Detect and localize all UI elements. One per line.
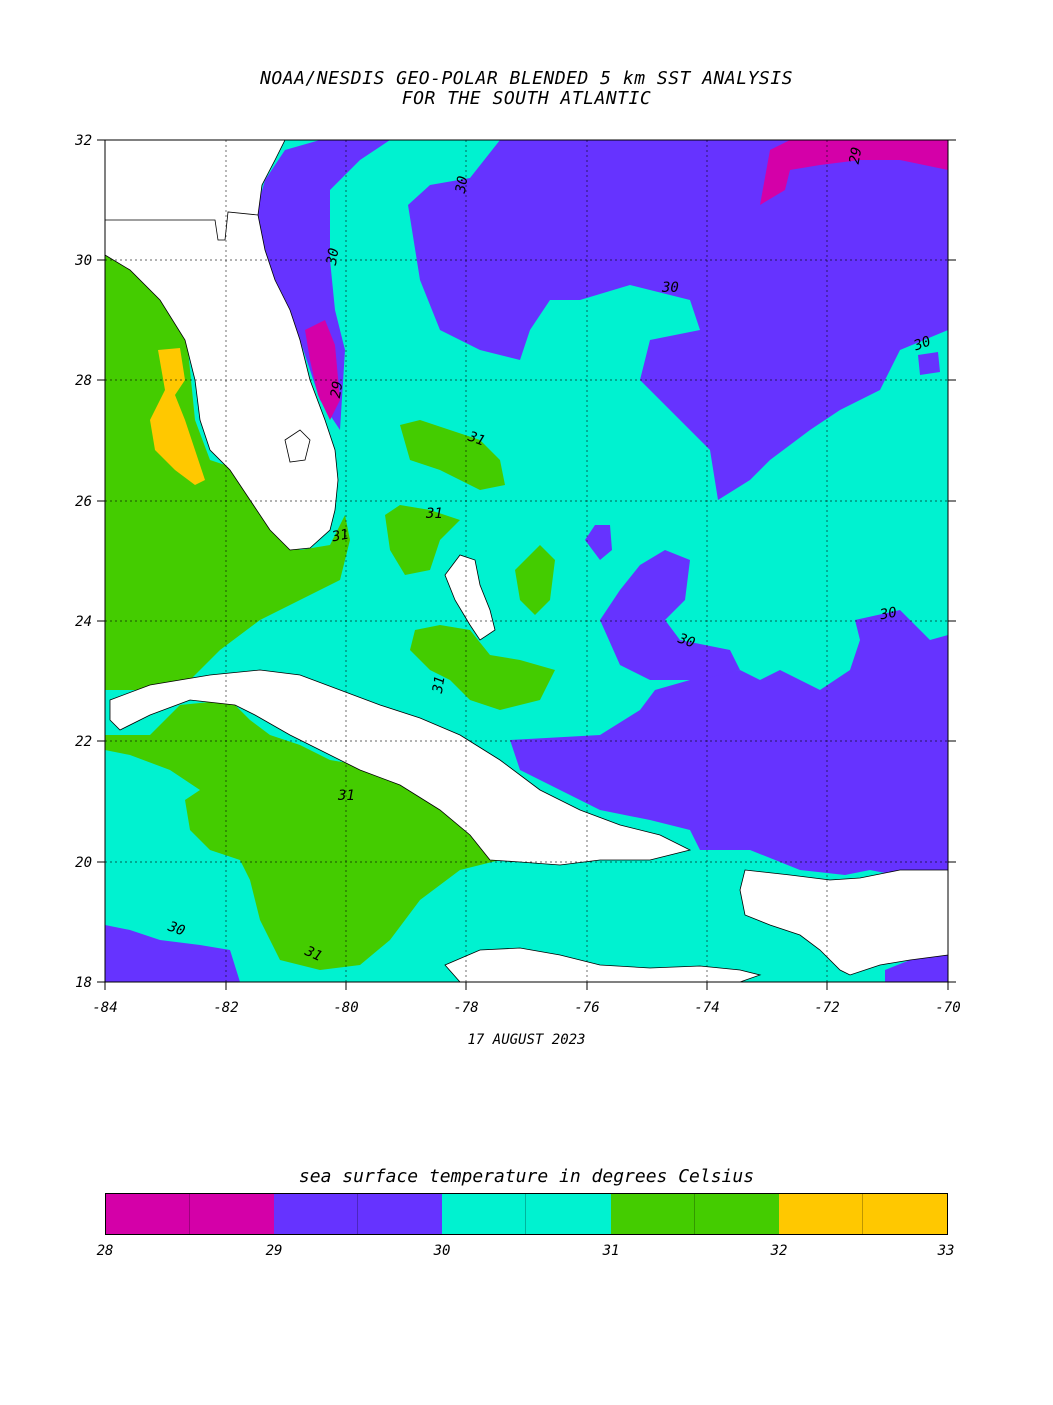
colorbar-tick-label: 29	[265, 1243, 283, 1259]
contour-label: 30	[675, 630, 697, 651]
colorbar-cell-31-32	[694, 1194, 779, 1234]
map-title-line2: FOR THE SOUTH ATLANTIC	[401, 88, 652, 109]
contour-label: 31	[301, 943, 324, 965]
sst-region-29-30-florida-coast	[255, 140, 390, 430]
contour-label: 31	[465, 428, 487, 449]
sst-region-31-32-cuba-north	[105, 700, 500, 970]
colorbar-tick-label: 28	[96, 1243, 114, 1259]
contour-label: 30	[165, 918, 187, 939]
lat-tick-label: 30	[74, 253, 92, 269]
colorbar-cell-29-30	[274, 1194, 359, 1234]
lon-tick-label: -80	[333, 1000, 358, 1016]
colorbar-tick-label: 31	[602, 1243, 620, 1259]
sst-region-31-32-bahamas-4	[515, 545, 555, 615]
lat-tick-label: 24	[75, 614, 92, 630]
contour-label: 31	[425, 506, 443, 522]
contour-label: 30	[878, 605, 898, 624]
colorbar-cell-32-33	[862, 1194, 947, 1234]
sst-region-31-32-bahamas-2	[385, 505, 460, 575]
colorbar-cell-30-31	[526, 1194, 611, 1234]
contour-label: 31	[330, 527, 350, 546]
lat-tick-label: 22	[75, 734, 92, 750]
sst-region-29-30-southeast-corner	[885, 955, 948, 982]
colorbar	[105, 1193, 948, 1235]
contour-label: 30	[661, 280, 679, 296]
sst-region-31-32-bahamas-3	[410, 625, 555, 710]
contour-label: 30	[324, 247, 343, 267]
lat-tick-label: 20	[75, 855, 92, 871]
lon-tick-label: -72	[814, 1000, 839, 1016]
colorbar-cell-31-32	[610, 1194, 695, 1234]
lon-tick-label: -82	[213, 1000, 238, 1016]
sst-region-29-30-small-island	[585, 525, 612, 560]
land-lake-okeechobee	[284, 429, 311, 463]
sst-region-29-30-bahamas-east	[600, 550, 740, 680]
legend-title: sea surface temperature in degrees Celsi…	[298, 1166, 755, 1187]
analysis-date: 17 AUGUST 2023	[467, 1032, 586, 1048]
sst-region-28-29-north	[760, 140, 948, 205]
colorbar-cell-28-29	[190, 1194, 275, 1234]
colorbar-tick-label: 33	[937, 1243, 955, 1259]
contour-label: 29	[847, 146, 866, 165]
sst-region-29-30-southwest	[105, 925, 240, 982]
lat-tick-label: 26	[75, 494, 92, 510]
lon-tick-label: -78	[453, 1000, 478, 1016]
sst-region-32-33-tampa	[150, 348, 205, 485]
land-florida	[104, 139, 339, 551]
sst-region-29-30-east-small	[918, 352, 940, 375]
colorbar-cell-28-29	[106, 1194, 191, 1234]
sst-region-29-30-north-atlantic	[408, 140, 948, 500]
colorbar-tick-label: 32	[770, 1243, 788, 1259]
lon-tick-label: -76	[574, 1000, 599, 1016]
lon-tick-label: -84	[92, 1000, 117, 1016]
sst-map: -84 -82 -80 -78 -76 -74 -72 -70 32 30 28…	[74, 133, 961, 1016]
map-frame	[104, 139, 949, 983]
colorbar-cell-32-33	[778, 1194, 863, 1234]
contour-label: 30	[911, 333, 933, 354]
sst-region-28-29-florida	[305, 320, 340, 420]
sst-region-29-30-south-east	[510, 610, 948, 890]
contour-label: 31	[430, 675, 449, 695]
land-hispaniola	[739, 869, 949, 976]
contour-label: 30	[453, 175, 472, 195]
contour-label: 31	[337, 788, 355, 804]
sst-region-31-32-bahamas-1	[400, 420, 505, 490]
lon-tick-label: -74	[694, 1000, 719, 1016]
lon-tick-label: -70	[935, 1000, 960, 1016]
colorbar-cell-29-30	[358, 1194, 443, 1234]
axis-ticks	[97, 139, 956, 990]
land-state-border	[105, 211, 259, 241]
land-cuba	[109, 669, 692, 866]
lat-tick-label: 18	[75, 975, 92, 991]
lat-tick-label: 32	[74, 133, 92, 149]
colorbar-cell-30-31	[442, 1194, 527, 1234]
map-gridlines	[105, 140, 948, 982]
lat-tick-label: 28	[75, 373, 92, 389]
map-title-line1: NOAA/NESDIS GEO-POLAR BLENDED 5 km SST A…	[260, 68, 793, 89]
colorbar-tick-label: 30	[433, 1243, 451, 1259]
contour-label: 29	[328, 380, 347, 399]
land-andros	[444, 554, 496, 641]
